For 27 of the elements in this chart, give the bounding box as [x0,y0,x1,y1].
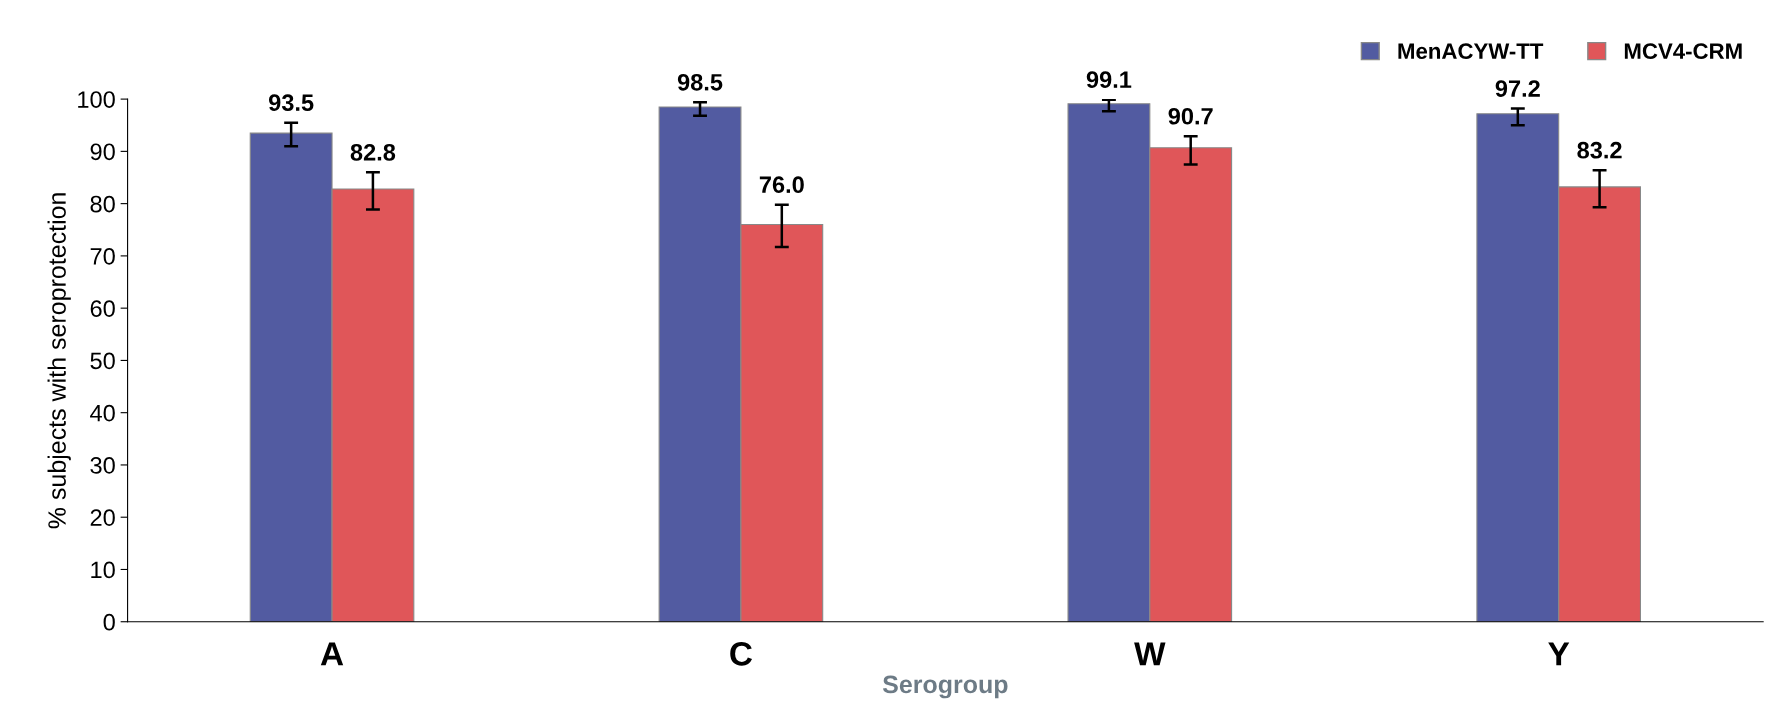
y-tick-label: 50 [90,352,115,370]
x-tick-label: Y [1548,642,1570,666]
y-axis-title: % subjects with seroprotection [47,193,71,529]
x-axis-title: Serogroup [882,675,1008,699]
y-tick-label: 0 [103,613,115,631]
text: 98.5 [677,73,723,91]
text: 93.5 [268,94,314,112]
y-tick-label: 40 [90,404,115,422]
text: 76.0 [759,176,804,194]
y-tick-label: 80 [90,195,115,213]
text: 82.8 [350,143,396,161]
y-tick-label: 20 [90,509,115,526]
x-tick-label: A [320,642,344,666]
y-tick-label: 90 [90,143,115,161]
text: 97.2 [1495,80,1540,97]
x-tick-label: W [1134,642,1166,666]
text: 83.2 [1577,141,1622,159]
legend-label: MenACYW-TT [1398,43,1544,60]
y-tick-label: 100 [78,91,115,108]
y-tick-label: 10 [91,561,115,579]
legend-label: MCV4-CRM [1624,43,1742,60]
x-tick-label: C [730,642,753,666]
y-tick-label: 30 [90,457,115,474]
text: 99.1 [1086,71,1132,89]
y-tick-label: 70 [90,247,115,265]
text: 90.7 [1168,107,1213,125]
y-tick-label: 60 [90,300,115,317]
